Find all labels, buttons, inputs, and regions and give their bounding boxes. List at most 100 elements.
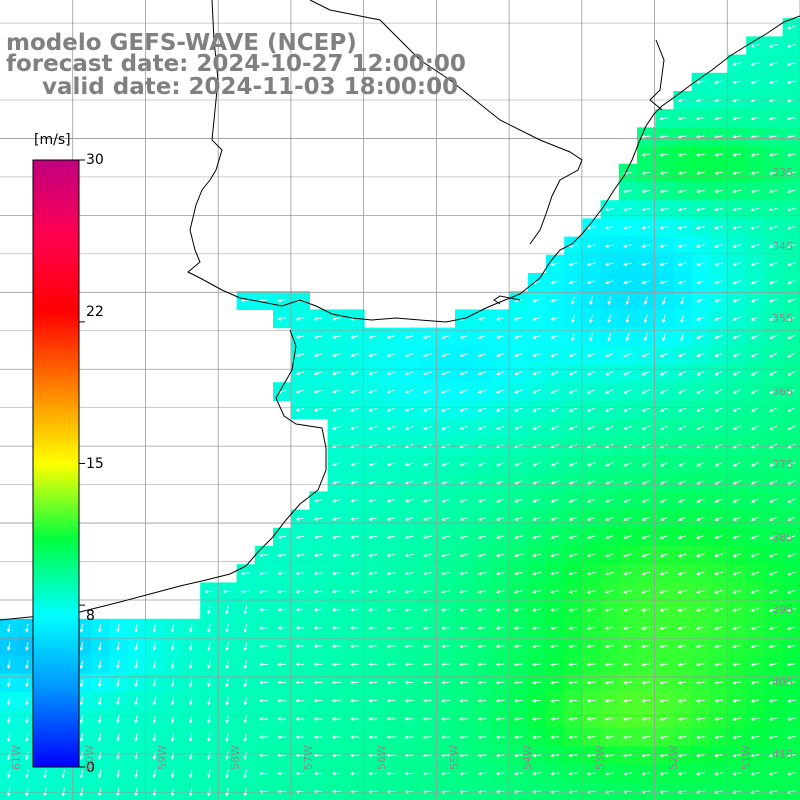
wind-arrow [732,498,741,503]
wind-arrow [477,698,487,703]
wind-arrow [641,590,651,594]
wind-arrow [550,571,560,576]
wind-arrow [225,678,229,688]
wind-arrow [643,314,648,324]
wind-arrow [677,717,687,721]
wind-arrow [495,371,505,376]
wind-arrow [459,425,469,430]
wind-arrow [368,717,378,721]
wind-arrow [659,171,669,175]
wind-arrow [786,207,796,212]
wind-arrow [495,662,505,667]
wind-arrow [586,353,596,358]
wind-arrow [368,553,378,558]
wind-arrow [441,480,450,485]
wind-arrow [532,389,541,394]
wind-arrow [495,535,505,540]
wind-arrow [787,25,796,30]
wind-arrow [368,771,378,776]
wind-arrow [243,642,248,651]
wind-arrow [386,771,396,776]
wind-arrow [714,262,723,267]
wind-arrow [313,553,323,558]
wind-arrow [622,680,632,685]
wind-arrow [768,116,778,121]
wind-arrow [659,771,669,776]
wind-arrow [680,314,685,324]
wind-arrow [313,517,323,521]
wind-arrow [659,571,669,576]
wind-arrow [386,589,396,594]
wind-arrow [61,787,66,797]
wind-arrow [459,626,469,630]
lon-label: 61W [10,745,23,770]
wind-arrow [732,62,742,66]
wind-arrow [531,735,541,740]
wind-arrow [550,389,559,394]
wind-arrow [586,771,596,776]
wind-arrow [404,425,414,430]
wind-arrow [550,334,560,339]
wind-arrow [514,407,523,412]
wind-arrow [732,516,741,522]
wind-arrow [623,407,632,412]
wind-arrow [386,680,396,685]
wind-arrow [768,699,778,703]
wind-arrow [607,314,612,324]
wind-arrow [423,498,432,503]
wind-arrow [677,480,687,485]
wind-arrow [641,134,651,139]
wind-arrow [678,425,687,431]
wind-arrow [386,662,396,667]
wind-arrow [786,717,796,722]
wind-arrow [732,735,742,740]
wind-arrow [404,717,414,721]
wind-arrow [604,262,614,267]
wind-arrow [404,753,414,758]
wind-arrow [641,425,650,431]
wind-arrow [732,262,742,267]
wind-arrow [550,662,560,667]
wind-arrow [6,696,11,706]
wind-arrow [459,498,469,503]
wind-arrow [404,644,414,649]
wind-arrow [750,262,760,267]
wind-arrow [623,352,632,358]
wind-arrow [350,535,359,540]
wind-arrow [714,389,723,394]
wind-arrow [404,407,414,412]
wind-arrow [207,623,211,633]
wind-arrow [277,680,287,685]
wind-arrow [368,480,378,485]
wind-arrow [641,352,650,358]
wind-arrow [768,681,778,685]
wind-arrow [349,589,359,594]
wind-arrow [750,62,760,66]
wind-arrow [532,371,541,376]
wind-arrow [295,517,305,521]
wind-arrow [659,189,669,194]
wind-arrow [404,498,414,503]
wind-arrow [568,480,578,485]
colorbar [32,159,85,768]
wind-arrow [768,571,778,576]
wind-arrow [225,696,229,706]
wind-arrow [170,751,175,761]
wind-arrow [695,134,705,139]
wind-arrow [768,134,778,139]
wind-arrow [277,644,287,648]
wind-arrow [641,626,651,631]
wind-arrow [441,371,450,376]
wind-arrow [786,153,796,157]
wind-arrow [513,298,523,303]
wind-arrow [641,608,651,612]
wind-arrow [696,516,705,521]
wind-arrow [459,680,469,685]
wind-arrow [568,353,578,358]
wind-arrow [225,660,229,670]
wind-arrow [422,680,432,685]
wind-arrow [732,553,742,558]
wind-arrow [495,553,505,558]
wind-arrow [568,717,578,721]
wind-arrow [732,425,741,431]
